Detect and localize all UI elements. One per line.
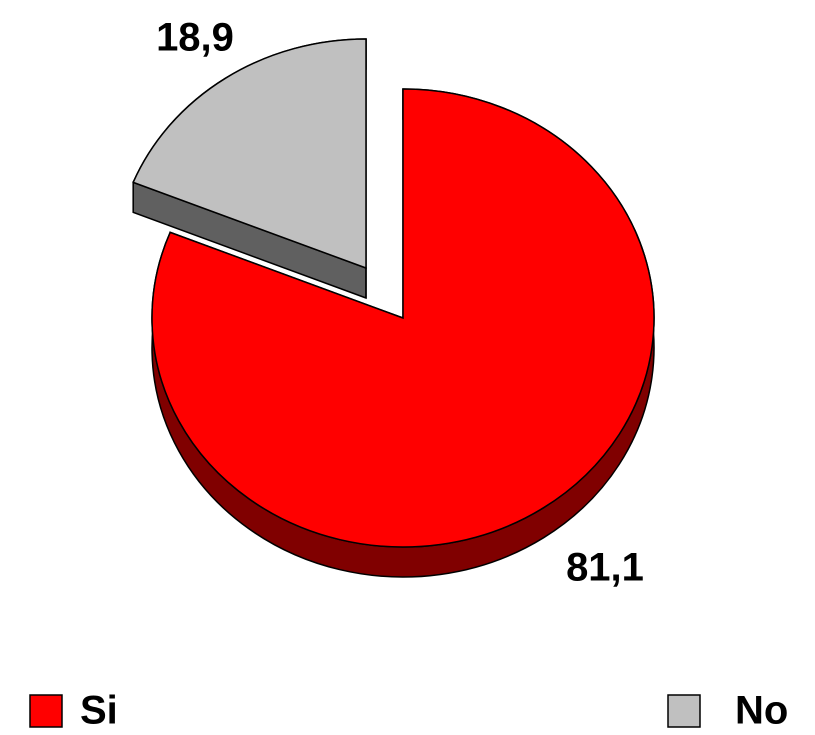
data-label: 81,1 xyxy=(566,546,644,590)
data-label: 18,9 xyxy=(156,16,234,60)
slice xyxy=(151,88,655,548)
legend-label: Si xyxy=(80,689,118,730)
slice xyxy=(132,38,367,270)
legend-swatch xyxy=(667,694,701,728)
legend-swatch xyxy=(29,694,63,728)
legend-label: No xyxy=(735,689,788,730)
